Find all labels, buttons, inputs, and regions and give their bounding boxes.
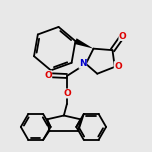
Text: O: O: [114, 62, 122, 71]
Text: O: O: [64, 89, 71, 98]
Text: O: O: [119, 31, 127, 41]
Polygon shape: [74, 38, 93, 49]
Text: O: O: [44, 71, 52, 80]
Text: N: N: [79, 59, 87, 68]
